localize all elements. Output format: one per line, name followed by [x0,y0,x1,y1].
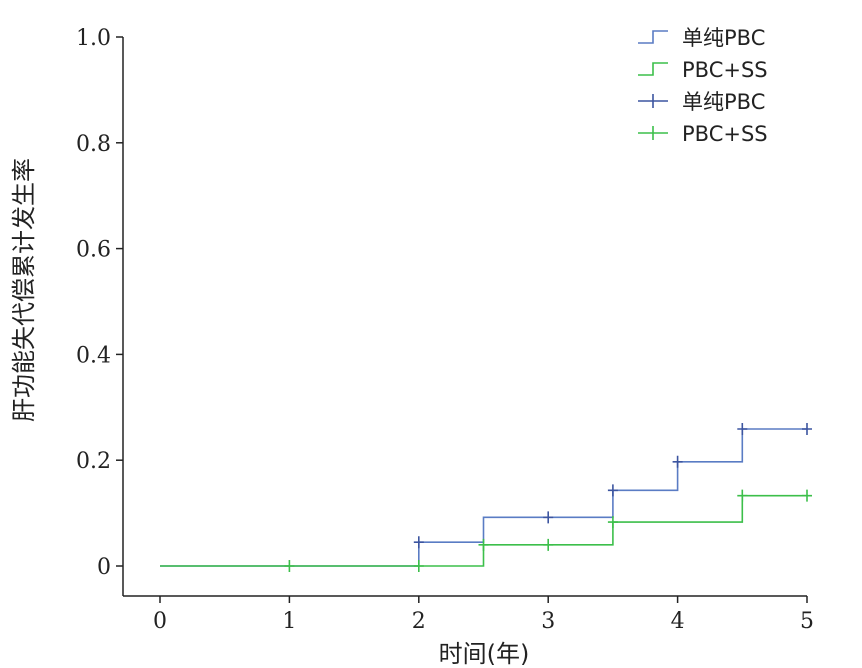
censor-mark [413,560,424,572]
censor-mark [478,538,489,551]
x-tick-label: 3 [541,609,555,634]
y-tick-label: 0.8 [76,132,111,157]
x-tick-label: 4 [671,609,685,634]
censor-mark [543,538,554,551]
legend-label: 单纯PBC [682,90,765,114]
legend: 单纯PBC PBC+SS 单纯PBC PBC+SS [638,26,768,146]
legend-step-swatch [638,30,668,44]
censor-mark [543,511,554,524]
y-axis-title: 肝功能失代偿累计发生率 [10,158,38,422]
y-tick-label: 0 [97,555,111,580]
legend-censor-swatch [638,94,668,108]
x-axis-title: 时间(年) [439,640,530,668]
censor-mark [413,536,424,549]
x-tick-label: 1 [282,609,296,634]
censor-mark [607,516,618,529]
censor-mark [737,489,748,502]
y-tick-label: 1.0 [76,26,111,51]
legend-label: PBC+SS [682,122,768,146]
legend-step-swatch [638,62,668,76]
censor-mark [802,422,812,435]
x-tick-label: 5 [800,609,814,634]
y-tick-label: 0.6 [76,238,111,263]
x-tick-label: 2 [412,609,426,634]
legend-label: PBC+SS [682,58,768,82]
censor-mark [802,489,812,502]
plot-area [160,422,812,572]
y-tick-label: 0.4 [76,343,111,368]
axes: 0 0.2 0.4 0.6 0.8 1.0 0 1 2 3 4 5 [76,26,814,634]
censor-mark [284,560,295,572]
censor-mark [672,455,683,468]
x-tick-label: 0 [153,609,167,634]
censor-mark [737,422,748,435]
legend-censor-swatch [638,126,668,140]
legend-label: 单纯PBC [682,26,765,50]
y-tick-label: 0.2 [76,449,111,474]
censor-mark [607,484,618,497]
